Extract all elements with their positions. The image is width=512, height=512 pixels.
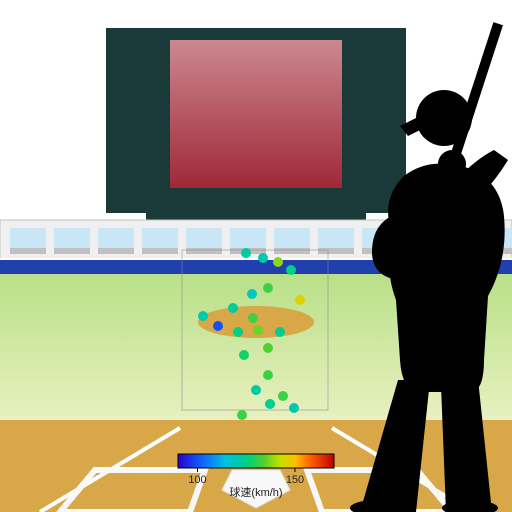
stand-window xyxy=(230,228,266,248)
pitch-point xyxy=(233,327,243,337)
pitch-point xyxy=(286,265,296,275)
pitch-point xyxy=(295,295,305,305)
pitch-point xyxy=(273,257,283,267)
pitch-point xyxy=(213,321,223,331)
stand-rail xyxy=(186,248,222,254)
stand-window xyxy=(10,228,46,248)
stand-window xyxy=(318,228,354,248)
pitch-point xyxy=(263,283,273,293)
stand-rail xyxy=(54,248,90,254)
pitch-point xyxy=(251,385,261,395)
pitch-point xyxy=(263,343,273,353)
pitch-point xyxy=(239,350,249,360)
pitch-point xyxy=(228,303,238,313)
scoreboard-screen xyxy=(170,40,342,188)
stand-window xyxy=(98,228,134,248)
stand-window xyxy=(142,228,178,248)
colorbar-tick-label: 100 xyxy=(188,474,206,486)
colorbar-tick-label: 150 xyxy=(286,474,304,486)
stand-window xyxy=(186,228,222,248)
pitch-point xyxy=(258,253,268,263)
stand-window xyxy=(54,228,90,248)
stand-rail xyxy=(98,248,134,254)
pitch-point xyxy=(275,327,285,337)
stand-rail xyxy=(318,248,354,254)
pitch-point xyxy=(278,391,288,401)
pitch-point xyxy=(241,248,251,258)
pitch-point xyxy=(247,289,257,299)
pitch-point xyxy=(253,325,263,335)
stand-rail xyxy=(10,248,46,254)
stand-rail xyxy=(274,248,310,254)
colorbar-label: 球速(km/h) xyxy=(229,485,282,499)
pitch-point xyxy=(198,311,208,321)
pitch-point xyxy=(263,370,273,380)
colorbar xyxy=(178,454,334,468)
stand-rail xyxy=(142,248,178,254)
pitch-point xyxy=(265,399,275,409)
stand-window xyxy=(274,228,310,248)
pitch-point xyxy=(289,403,299,413)
pitch-point xyxy=(248,313,258,323)
pitch-point xyxy=(237,410,247,420)
